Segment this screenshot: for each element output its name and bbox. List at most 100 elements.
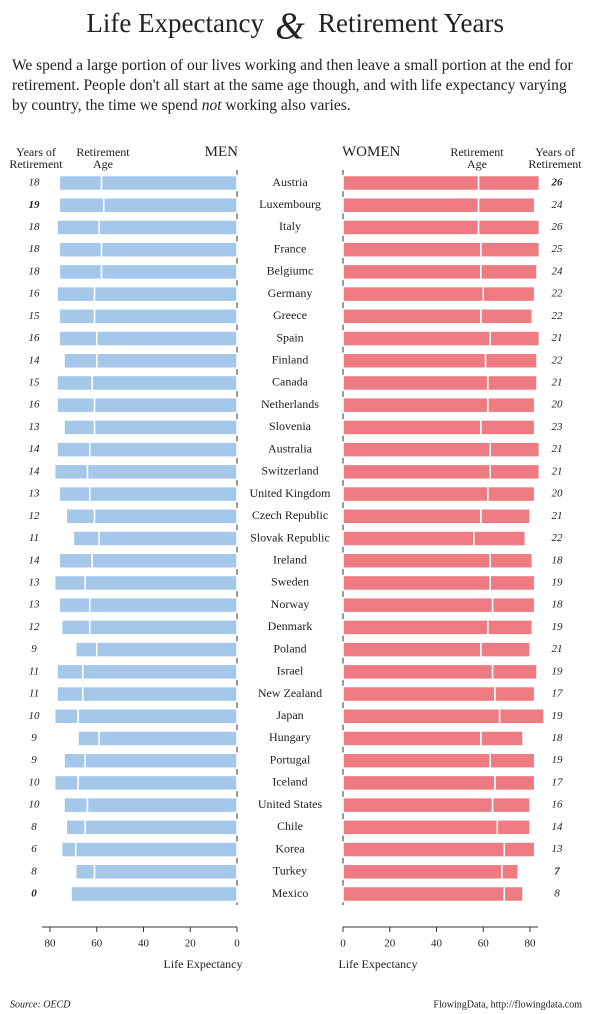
years-label: 18 [29,177,41,189]
retirement-segment [494,685,536,703]
years-label: 9 [31,754,37,766]
subtitle: We spend a large portion of our lives wo… [12,56,580,116]
years-label: 6 [31,843,37,855]
retirement-segment [58,174,103,192]
years-label: 0 [31,888,37,900]
retirement-segment [63,419,96,436]
working-segment [86,796,238,814]
years-label: 13 [29,488,41,500]
retirement-segment [487,396,536,414]
retirement-segment [74,641,98,658]
working-segment [88,596,238,614]
years-label: 26 [551,177,564,189]
years-label: 10 [29,799,41,811]
x-tick-label: 0 [340,938,346,950]
header-age: Retirement Age [76,145,130,171]
years-label: 19 [552,710,564,722]
working-segment [342,596,494,614]
retirement-segment [489,463,541,481]
years-label: 12 [29,510,41,522]
years-label: 8 [31,821,37,833]
retirement-segment [65,508,96,525]
retirement-segment [56,441,91,458]
years-label: 15 [29,310,41,322]
working-segment [342,508,482,525]
working-segment [70,885,238,903]
retirement-segment [503,885,524,903]
working-segment [342,196,480,214]
working-segment [342,663,494,681]
retirement-segment [498,708,545,725]
working-segment [342,441,492,458]
working-segment [342,530,475,547]
country-label: Slovak Republic [250,530,330,544]
retirement-segment [58,330,98,347]
retirement-segment [477,174,541,192]
country-label: Mexico [272,886,309,900]
working-segment [74,841,238,858]
retirement-segment [489,441,541,458]
retirement-segment [56,396,96,414]
working-segment [342,263,482,281]
source: Source: OECD [10,999,71,1010]
years-label: 26 [552,221,564,233]
retirement-segment [491,663,538,681]
retirement-segment [496,819,531,836]
retirement-segment [487,485,536,503]
x-tick-label: 20 [384,938,396,950]
working-segment [342,396,489,414]
retirement-segment [60,619,91,636]
x-tick-label: 40 [431,938,443,950]
working-segment [342,241,482,258]
country-label: Denmark [268,619,313,633]
working-segment [342,219,480,236]
country-label: Slovenia [269,419,312,433]
years-label: 13 [552,843,564,855]
panel-name: MEN [204,144,238,160]
working-segment [93,308,238,325]
retirement-segment [501,863,520,881]
retirement-segment [58,241,103,258]
working-segment [88,619,238,636]
working-segment [100,241,238,258]
years-label: 8 [31,865,37,877]
retirement-segment [477,196,536,214]
years-label: 13 [29,599,41,611]
subtitle-text: working also varies. [221,97,351,114]
years-label: 9 [31,732,37,744]
working-segment [342,708,501,725]
working-segment [93,396,238,414]
title-end: Retirement Years [318,8,504,38]
retirement-segment [480,508,531,525]
working-segment [77,774,238,792]
country-label: Israel [277,664,304,678]
working-segment [342,819,499,836]
working-segment [342,685,496,703]
country-label: Portugal [270,752,311,766]
years-label: 24 [552,265,564,277]
working-segment [91,552,238,569]
years-label: 14 [29,354,41,366]
retirement-segment [53,708,79,725]
years-label: 21 [552,643,563,655]
retirement-segment [58,263,103,281]
years-label: 7 [554,865,560,877]
years-label: 18 [29,243,41,255]
years-label: 19 [552,621,564,633]
retirement-segment [53,463,89,481]
country-label: Korea [275,841,305,855]
retirement-segment [58,485,91,503]
years-label: 16 [29,399,41,411]
working-segment [342,174,480,192]
years-label: 19 [552,665,564,677]
retirement-segment [487,374,538,392]
retirement-segment [72,530,100,547]
years-label: 13 [29,421,41,433]
country-label: Italy [279,219,301,233]
retirement-segment [58,196,105,214]
years-label: 16 [552,799,564,811]
working-segment [84,819,238,836]
working-segment [342,485,489,503]
retirement-segment [60,841,77,858]
retirement-segment [63,796,89,814]
